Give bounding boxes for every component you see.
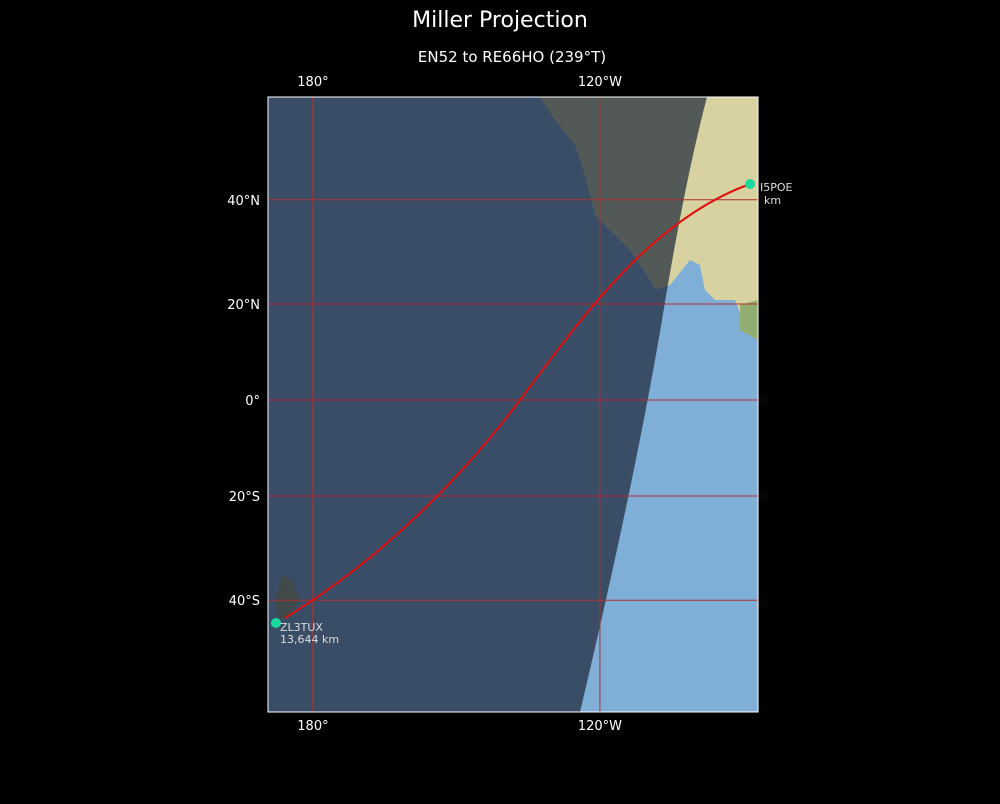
night-shade (268, 97, 707, 712)
lat-label: 40°N (227, 194, 260, 209)
station-distance: km (764, 194, 781, 207)
lat-label: 20°S (229, 490, 260, 505)
title: Miller Projection (412, 8, 588, 33)
station-distance: 13,644 km (280, 633, 339, 646)
station-marker (745, 179, 755, 189)
graticule (268, 97, 758, 712)
subtitle: EN52 to RE66HO (239°T) (418, 48, 606, 66)
lon-label: 120°W (578, 719, 622, 734)
map-area (268, 97, 758, 712)
station-marker (271, 618, 281, 628)
station-call: ZL3TUX (280, 621, 323, 634)
lat-label: 20°N (227, 298, 260, 313)
lat-label: 0° (245, 394, 260, 409)
lon-label: 180° (297, 75, 328, 90)
great-circle-path (284, 183, 751, 619)
mexico (740, 300, 758, 340)
lat-label: 40°S (229, 594, 260, 609)
map-frame (267, 96, 759, 713)
station-call: I5POE (760, 181, 793, 194)
lon-label: 120°W (578, 75, 622, 90)
lon-label: 180° (297, 719, 328, 734)
